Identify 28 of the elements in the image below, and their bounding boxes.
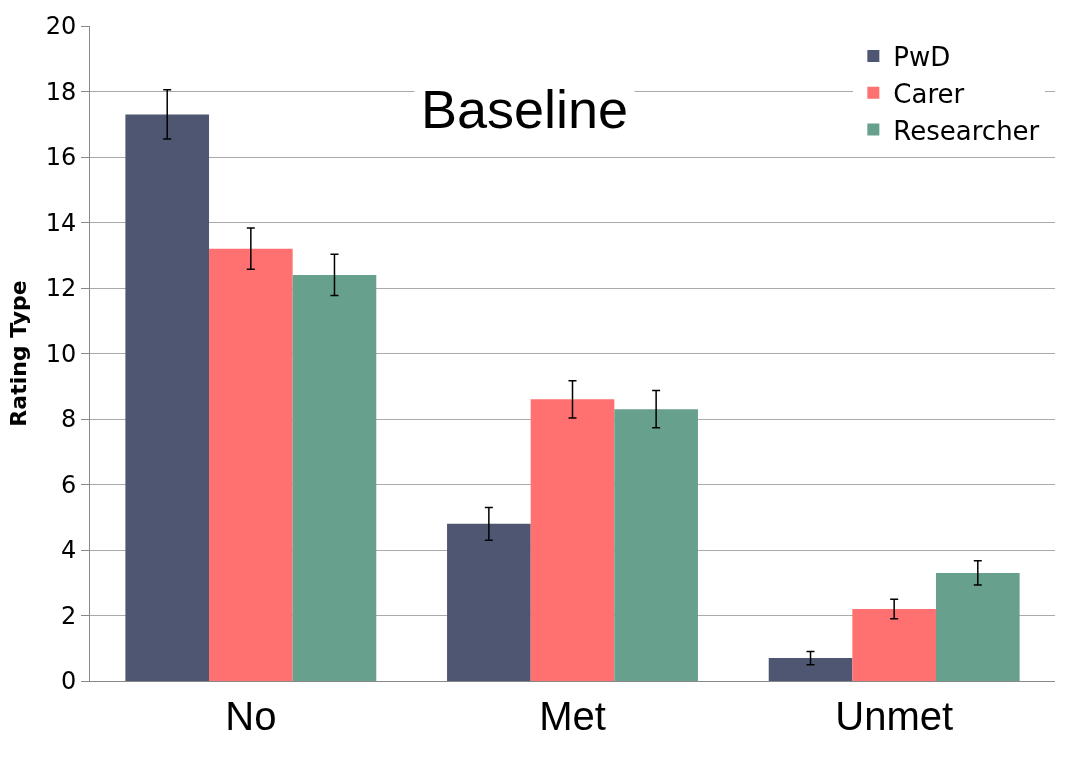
bar (530, 399, 615, 681)
y-tick-label: 14 (45, 208, 77, 237)
text: Baseline (421, 79, 629, 139)
y-tick-label: 2 (60, 601, 77, 630)
legend-label: Carer (893, 78, 965, 109)
bar (447, 523, 531, 681)
x-tick-label: No (225, 694, 277, 738)
y-tick-label: 0 (60, 667, 77, 696)
legend-label: Researcher (893, 115, 1040, 146)
y-tick-label: 10 (45, 339, 77, 368)
bar (125, 114, 210, 681)
y-tick-label: 12 (45, 274, 77, 303)
y-tick-label: 6 (60, 470, 77, 499)
bar (209, 248, 293, 681)
bar (852, 608, 936, 681)
y-tick-label: 16 (45, 143, 77, 172)
y-tick-label: 20 (45, 12, 77, 41)
y-axis-title: Rating Type (6, 280, 32, 427)
y-tick-label: 8 (60, 405, 77, 434)
x-tick-label: Met (539, 694, 606, 738)
x-tick-label: Unmet (835, 694, 954, 738)
y-tick-label: 4 (60, 536, 77, 565)
bar (614, 409, 698, 681)
bar (935, 572, 1020, 681)
y-tick-label: 18 (45, 77, 77, 106)
bar (768, 658, 853, 681)
bar (292, 274, 377, 681)
legend-label: PwD (893, 42, 951, 73)
